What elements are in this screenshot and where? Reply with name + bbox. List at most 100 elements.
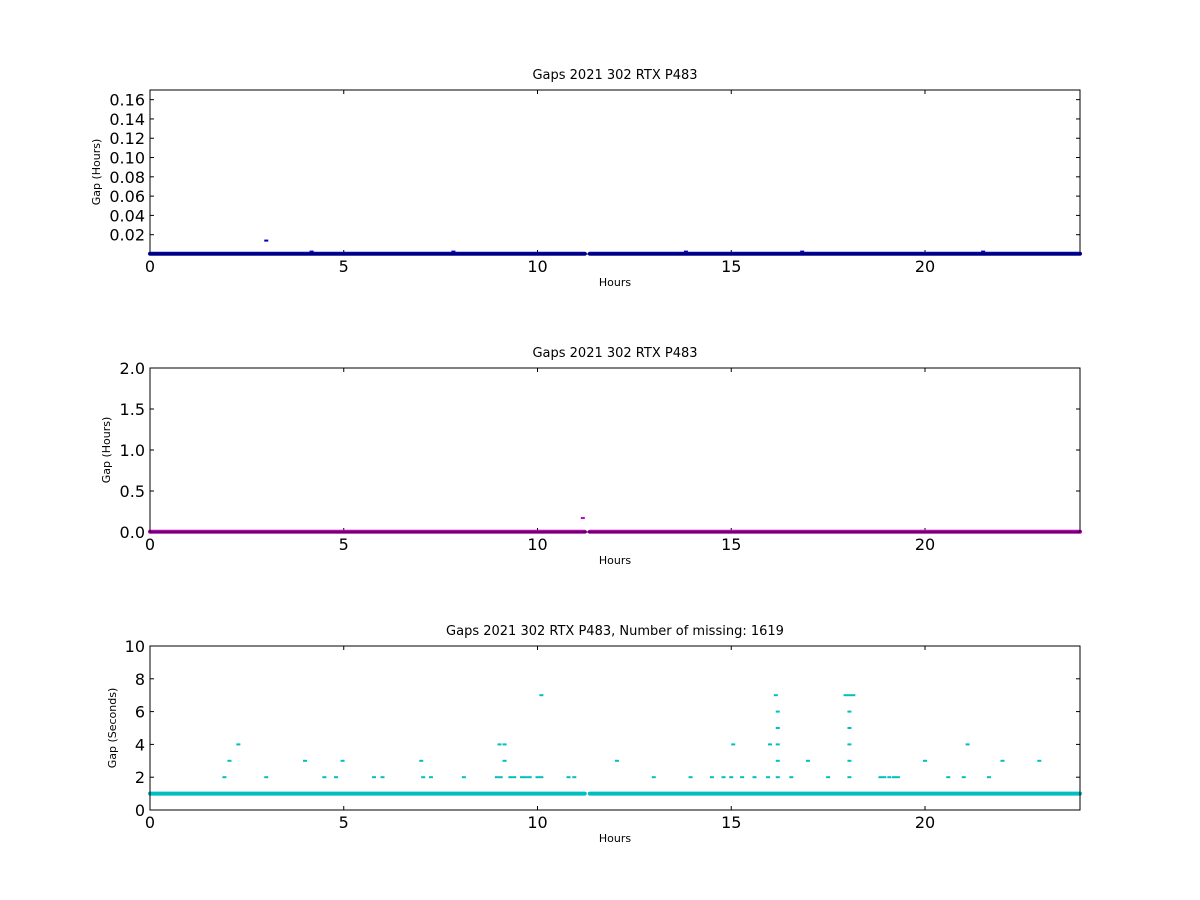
data-point [580,517,585,520]
data-point [527,776,532,779]
x-tick-label: 15 [721,257,741,276]
x-tick-label: 10 [527,257,547,276]
data-point [264,776,269,779]
y-tick-label: 4 [135,735,145,754]
x-tick-label: 0 [145,813,155,832]
data-point [775,710,780,713]
y-axis-label: Gap (Hours) [100,417,113,484]
y-tick-label: 1.5 [120,400,145,419]
y-tick-label: 0.04 [109,206,145,225]
x-axis-label: Hours [599,276,631,289]
y-tick-label: 0.12 [109,129,145,148]
data-point [887,776,892,779]
data-point [683,250,688,253]
data-point [309,250,314,253]
x-tick-label: 0 [145,535,155,554]
data-point [572,776,577,779]
y-axis-label: Gap (Hours) [90,139,103,206]
data-point [539,776,544,779]
data-point [851,694,856,697]
data-point [981,250,986,253]
data-point [878,776,883,779]
data-point [371,776,376,779]
data-point [847,710,852,713]
x-tick-label: 0 [145,257,155,276]
data-point [805,759,810,762]
data-point [1037,759,1042,762]
chart-panel-3: Gaps 2021 302 RTX P483, Number of missin… [106,624,1082,845]
data-point [775,727,780,729]
data-point [421,776,426,779]
y-tick-label: 0.0 [120,523,145,542]
y-tick-label: 6 [135,703,145,722]
data-point [419,759,424,762]
data-point [961,776,966,779]
data-point [222,776,227,779]
data-point [847,776,852,779]
data-point [800,250,805,253]
y-tick-label: 0.02 [109,226,145,245]
data-point [520,776,524,779]
data-point [775,776,780,779]
data-point [451,250,456,253]
data-point [775,759,780,762]
data-point [965,743,970,746]
data-point [508,776,513,779]
x-tick-label: 20 [915,535,935,554]
y-tick-label: 2.0 [120,359,145,378]
y-tick-label: 0.16 [109,91,145,110]
data-point [539,694,544,697]
data-point [847,694,852,697]
data-point [766,776,771,779]
data-point [322,776,327,779]
data-point [494,776,499,779]
data-point [752,776,757,779]
y-tick-label: 2 [135,768,145,787]
data-point [882,776,887,779]
data-point [895,776,900,779]
data-point [721,776,726,779]
y-tick-label: 10 [125,637,145,656]
data-point [789,776,794,779]
data-point [523,776,528,779]
x-tick-label: 20 [915,257,935,276]
data-point [729,776,734,779]
data-point [380,776,385,779]
data-point [826,776,831,779]
data-point [340,759,345,762]
chart-panel-2: Gaps 2021 302 RTX P483 Hours Gap (Hours) 0 5… [100,346,1082,567]
data-point [847,743,852,746]
plot-frame [149,367,1081,533]
data-point [847,727,852,729]
data-point [892,776,896,779]
data-point [461,776,466,779]
data-point [923,759,927,762]
data-point [709,776,714,779]
data-point [566,776,571,779]
data-point [502,743,507,746]
x-tick-label: 5 [339,257,349,276]
chart-title: Gaps 2021 302 RTX P483 [532,346,697,361]
x-tick-label: 5 [339,535,349,554]
y-tick-label: 0.08 [109,168,145,187]
y-tick-label: 0.14 [109,110,145,129]
data-point [775,743,780,746]
y-tick-label: 1.0 [120,441,145,460]
data-point [768,743,772,746]
data-point [731,743,736,746]
data-point [614,759,619,762]
x-axis-label: Hours [599,832,631,845]
y-tick-label: 0.10 [109,149,145,168]
x-tick-label: 15 [721,813,741,832]
data-point [236,743,241,746]
chart-title: Gaps 2021 302 RTX P483 [532,68,697,83]
data-point [334,776,338,779]
plot-frame [149,645,1081,811]
x-tick-label: 10 [527,813,547,832]
data-point [264,239,269,242]
data-point [498,776,503,779]
data-point [227,759,232,762]
x-axis-label: Hours [599,554,631,567]
chart-title: Gaps 2021 302 RTX P483, Number of missin… [446,624,784,639]
